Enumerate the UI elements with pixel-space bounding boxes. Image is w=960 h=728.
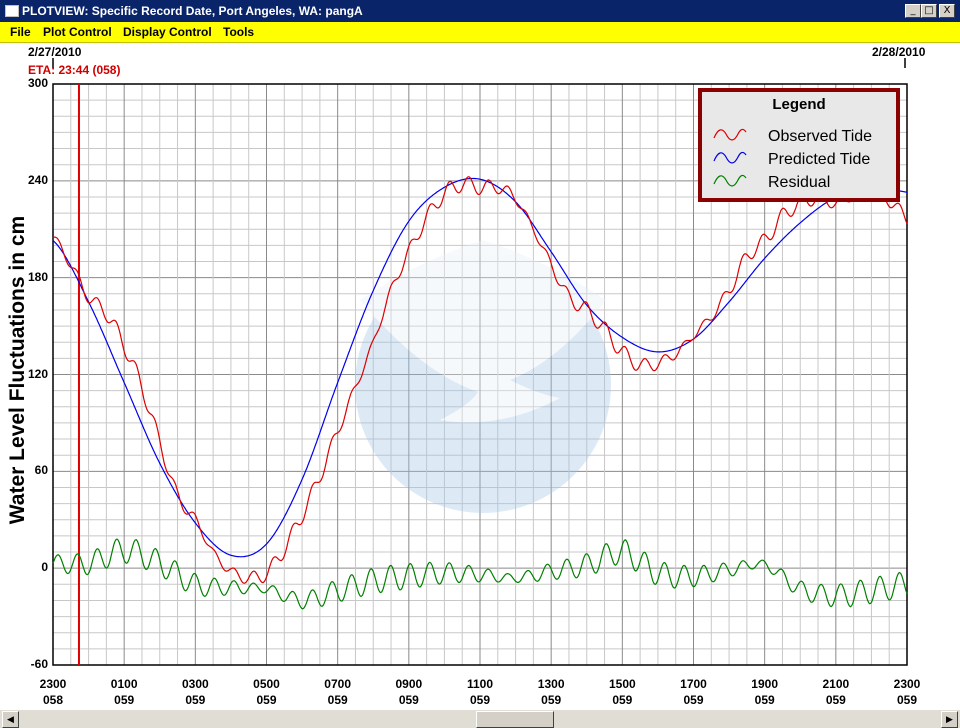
series-layer bbox=[52, 176, 908, 610]
legend-title: Legend bbox=[772, 96, 826, 113]
x-tick-day: 059 bbox=[541, 693, 562, 707]
menu-plot-control[interactable]: Plot Control bbox=[43, 25, 112, 39]
x-tick-label: 0500 059 bbox=[242, 676, 292, 708]
y-tick-label: 240 bbox=[27, 172, 48, 187]
x-tick-day: 059 bbox=[612, 693, 633, 707]
horizontal-scrollbar[interactable]: ◀ ▶ bbox=[0, 710, 960, 728]
close-button[interactable]: X bbox=[939, 4, 955, 18]
legend-swatch-observed bbox=[713, 128, 747, 141]
x-tick-time: 0700 bbox=[324, 677, 351, 691]
app-icon bbox=[5, 5, 19, 17]
legend-swatches bbox=[713, 128, 747, 187]
maximize-button[interactable]: □ bbox=[921, 4, 937, 18]
plot-frame bbox=[52, 58, 908, 666]
legend-swatch-predicted bbox=[713, 151, 747, 164]
x-tick-label: 1700 059 bbox=[669, 676, 719, 708]
x-tick-time: 1500 bbox=[608, 677, 636, 691]
x-tick-time: 2100 bbox=[822, 677, 850, 691]
x-tick-label: 0700 059 bbox=[313, 676, 363, 708]
x-tick-day: 059 bbox=[896, 693, 918, 707]
chart-grid bbox=[52, 83, 908, 666]
watermark-gull-icon bbox=[360, 240, 606, 423]
x-tick-time: 2300 bbox=[39, 677, 67, 691]
x-tick-time: 2300 bbox=[893, 677, 921, 691]
x-tick-label: 1500 059 bbox=[597, 676, 647, 708]
scroll-thumb[interactable] bbox=[476, 711, 554, 728]
legend-item-residual: Residual bbox=[768, 174, 831, 191]
x-tick-time: 0500 bbox=[253, 677, 280, 691]
watermark-disc bbox=[355, 257, 611, 513]
menu-tools[interactable]: Tools bbox=[223, 25, 255, 39]
x-tick-time: 0900 bbox=[395, 677, 423, 691]
y-tick-label: 120 bbox=[27, 366, 48, 381]
end-date-label: 2/28/2010 bbox=[872, 45, 926, 59]
noaa-watermark bbox=[355, 240, 611, 513]
x-tick-time: 1700 bbox=[680, 677, 707, 691]
x-tick-day: 059 bbox=[256, 693, 277, 707]
x-tick-label: 1300 059 bbox=[526, 676, 576, 708]
x-tick-label: 2300 059 bbox=[882, 676, 932, 708]
x-tick-day: 059 bbox=[825, 693, 846, 707]
eta-label: ETA: 23:44 (058) bbox=[28, 63, 121, 77]
start-date-label: 2/27/2010 bbox=[28, 45, 82, 59]
menu-bar: File Plot Control Display Control Tools bbox=[0, 22, 960, 43]
scroll-right-button[interactable]: ▶ bbox=[941, 711, 958, 728]
x-tick-day: 059 bbox=[683, 693, 704, 707]
x-tick-day: 059 bbox=[327, 693, 348, 707]
menu-file[interactable]: File bbox=[10, 25, 31, 39]
y-tick-label: -60 bbox=[30, 657, 48, 671]
menu-display-control[interactable]: Display Control bbox=[123, 25, 212, 39]
x-tick-time: 0300 bbox=[181, 677, 209, 691]
x-tick-time: 1900 bbox=[751, 677, 778, 691]
y-tick-label: 180 bbox=[27, 269, 48, 284]
x-tick-label: 2300 058 bbox=[28, 676, 78, 708]
series-line-observed-tide bbox=[52, 176, 908, 584]
x-tick-day: 059 bbox=[398, 693, 419, 707]
minimize-button[interactable]: _ bbox=[905, 4, 921, 18]
x-tick-label: 1100 059 bbox=[455, 676, 505, 708]
x-tick-label: 0100 059 bbox=[99, 676, 149, 708]
x-tick-label: 2100 059 bbox=[811, 676, 861, 708]
x-tick-label: 1900 059 bbox=[740, 676, 790, 708]
title-bar: PLOTVIEW: Specific Record Date, Port Ang… bbox=[0, 0, 960, 22]
legend-item-predicted: Predicted Tide bbox=[768, 151, 871, 168]
x-tick-day: 058 bbox=[42, 693, 64, 707]
y-tick-label: 60 bbox=[34, 463, 48, 478]
legend: Legend Observed Tide Predicted Tide Resi… bbox=[698, 88, 900, 202]
x-tick-label: 0300 059 bbox=[170, 676, 220, 708]
plot-border bbox=[52, 83, 908, 666]
x-tick-day: 059 bbox=[754, 693, 775, 707]
legend-swatch-residual bbox=[713, 174, 747, 187]
x-tick-day: 059 bbox=[469, 693, 491, 707]
x-tick-time: 1100 bbox=[466, 677, 494, 691]
y-tick-label: 0 bbox=[41, 560, 48, 575]
x-tick-day: 059 bbox=[185, 693, 206, 707]
y-tick-label: 300 bbox=[27, 76, 48, 90]
scroll-left-button[interactable]: ◀ bbox=[2, 711, 19, 728]
series-line-residual bbox=[52, 538, 908, 610]
x-tick-time: 1300 bbox=[537, 677, 565, 691]
x-tick-day: 059 bbox=[114, 693, 135, 707]
legend-item-observed: Observed Tide bbox=[768, 128, 873, 145]
x-tick-label: 0900 059 bbox=[384, 676, 434, 708]
series-line-predicted-tide bbox=[52, 177, 908, 558]
window-title: PLOTVIEW: Specific Record Date, Port Ang… bbox=[22, 4, 363, 18]
x-tick-time: 0100 bbox=[110, 677, 138, 691]
